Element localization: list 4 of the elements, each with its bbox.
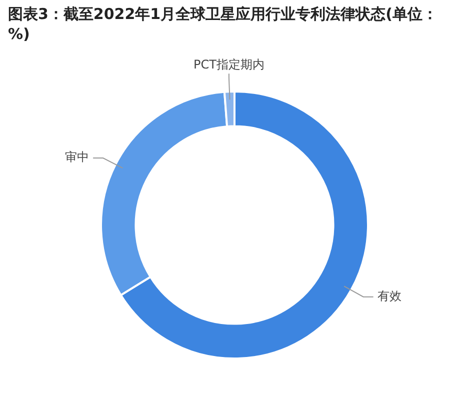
slice-label: PCT指定期内 bbox=[193, 58, 264, 72]
chart-title: 图表3：截至2022年1月全球卫星应用行业专利法律状态(单位：%) bbox=[8, 4, 438, 44]
slice-label: 审中 bbox=[65, 150, 90, 164]
slice-label: 有效 bbox=[377, 288, 402, 303]
